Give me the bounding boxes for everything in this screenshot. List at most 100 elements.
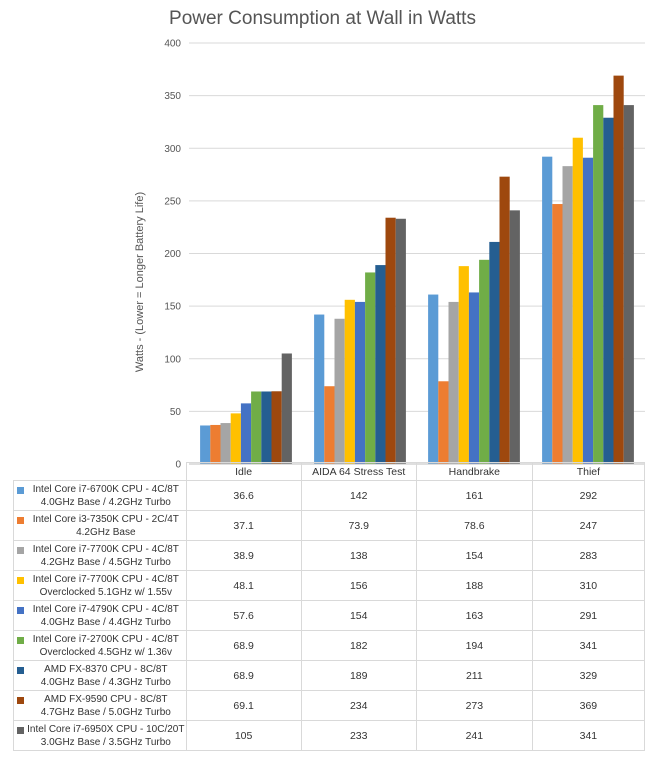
bar xyxy=(240,403,252,464)
table-row: AMD FX-9590 CPU - 8C/8T 4.7GHz Base / 5.0… xyxy=(13,690,645,721)
bar xyxy=(281,353,292,464)
y-tick-label: 200 xyxy=(164,249,181,260)
data-label: 310 xyxy=(531,570,645,601)
data-label: 211 xyxy=(415,660,533,691)
data-label: 78.6 xyxy=(415,510,533,541)
data-label: 241 xyxy=(415,720,533,751)
table-row: Intel Core i7-7700K CPU - 4C/8T Overclock… xyxy=(13,570,645,601)
data-label: 57.6 xyxy=(185,600,302,631)
bar xyxy=(261,391,272,464)
bar xyxy=(603,117,614,464)
y-tick-label: 100 xyxy=(164,354,181,365)
series-name: Intel Core i7-7700K CPU - 4C/8T 4.2GHz Ba… xyxy=(32,543,179,568)
bar-group xyxy=(428,176,520,465)
table-body: Intel Core i7-6700K CPU - 4C/8T 4.0GHz Ba… xyxy=(13,480,645,751)
series-name-cell: AMD FX-9590 CPU - 8C/8T 4.7GHz Base / 5.0… xyxy=(13,690,187,721)
data-label: 38.9 xyxy=(185,540,302,571)
data-label: 156 xyxy=(300,570,417,601)
bar xyxy=(334,318,345,464)
table-row: Intel Core i7-7700K CPU - 4C/8T 4.2GHz Ba… xyxy=(13,540,645,571)
series-name: Intel Core i7-2700K CPU - 4C/8T Overclock… xyxy=(32,633,179,658)
data-label: 291 xyxy=(531,600,645,631)
series-name: Intel Core i7-7700K CPU - 4C/8T Overclock… xyxy=(32,573,179,598)
data-table: Idle AIDA 64 Stress Test Handbrake Thief In… xyxy=(13,462,645,751)
data-label: 369 xyxy=(531,690,645,721)
y-tick-label: 250 xyxy=(164,196,181,207)
data-label: 138 xyxy=(300,540,417,571)
data-label: 273 xyxy=(415,690,533,721)
bar xyxy=(428,294,439,464)
data-label: 68.9 xyxy=(185,630,302,661)
bar xyxy=(572,137,583,464)
legend-swatch xyxy=(17,577,24,584)
series-name-cell: Intel Core i7-4790K CPU - 4C/8T 4.0GHz Ba… xyxy=(13,600,187,631)
bar xyxy=(210,424,221,464)
series-name: AMD FX-8370 CPU - 8C/8T 4.0GHz Base / 4.3… xyxy=(40,663,171,688)
bar xyxy=(582,157,594,464)
series-name-cell: Intel Core i7-7700K CPU - 4C/8T Overclock… xyxy=(13,570,187,601)
data-label: 341 xyxy=(531,630,645,661)
y-tick-label: 50 xyxy=(170,407,182,418)
bar xyxy=(314,314,325,464)
bar xyxy=(395,218,406,464)
legend-swatch xyxy=(17,547,24,554)
bar-group xyxy=(314,217,406,464)
data-label: 234 xyxy=(300,690,417,721)
y-tick-label: 350 xyxy=(164,91,181,102)
legend-swatch xyxy=(17,637,24,644)
bar xyxy=(468,292,480,464)
y-tick-label: 150 xyxy=(164,302,181,313)
data-label: 292 xyxy=(531,480,645,511)
bar xyxy=(365,272,376,464)
data-label: 37.1 xyxy=(185,510,302,541)
bar xyxy=(385,217,396,464)
series-name: Intel Core i7-6950X CPU - 10C/20T 3.0GHz … xyxy=(27,723,185,748)
data-label: 154 xyxy=(300,600,417,631)
category-label: Thief xyxy=(531,462,645,481)
series-name-cell: Intel Core i7-6950X CPU - 10C/20T 3.0GHz … xyxy=(13,720,187,751)
data-label: 142 xyxy=(300,480,417,511)
bar xyxy=(344,299,355,464)
bar-group xyxy=(200,353,292,464)
series-name-cell: Intel Core i3-7350K CPU - 2C/4T 4.2GHz Ba… xyxy=(13,510,187,541)
data-label: 36.6 xyxy=(185,480,302,511)
series-name: Intel Core i7-4790K CPU - 4C/8T 4.0GHz Ba… xyxy=(32,603,179,628)
category-label: Idle xyxy=(185,462,302,481)
bar xyxy=(200,425,211,464)
table-row: Intel Core i3-7350K CPU - 2C/4T 4.2GHz Ba… xyxy=(13,510,645,541)
bar xyxy=(593,105,604,464)
category-label: AIDA 64 Stress Test xyxy=(300,462,417,481)
data-label: 161 xyxy=(415,480,533,511)
bar xyxy=(479,259,490,464)
data-label: 182 xyxy=(300,630,417,661)
bar xyxy=(489,241,500,464)
table-row: Intel Core i7-4790K CPU - 4C/8T 4.0GHz Ba… xyxy=(13,600,645,631)
series-name-cell: Intel Core i7-6700K CPU - 4C/8T 4.0GHz Ba… xyxy=(13,480,187,511)
table-row: AMD FX-8370 CPU - 8C/8T 4.0GHz Base / 4.3… xyxy=(13,660,645,691)
y-tick-label: 400 xyxy=(164,39,181,50)
y-tick-label: 300 xyxy=(164,144,181,155)
legend-swatch xyxy=(17,487,24,494)
series-name-cell: Intel Core i7-7700K CPU - 4C/8T 4.2GHz Ba… xyxy=(13,540,187,571)
bar xyxy=(542,156,553,465)
data-label: 154 xyxy=(415,540,533,571)
bar xyxy=(562,166,573,464)
bar xyxy=(552,204,563,464)
bar xyxy=(251,391,262,464)
data-label: 189 xyxy=(300,660,417,691)
table-header-row: Idle AIDA 64 Stress Test Handbrake Thief xyxy=(13,462,645,481)
data-label: 233 xyxy=(300,720,417,751)
data-label: 188 xyxy=(415,570,533,601)
table-row: Intel Core i7-6950X CPU - 10C/20T 3.0GHz … xyxy=(13,720,645,751)
series-name-cell: Intel Core i7-2700K CPU - 4C/8T Overclock… xyxy=(13,630,187,661)
bar xyxy=(438,381,449,464)
legend-swatch xyxy=(17,607,24,614)
series-name-cell: AMD FX-8370 CPU - 8C/8T 4.0GHz Base / 4.3… xyxy=(13,660,187,691)
bar xyxy=(354,301,366,464)
legend-swatch xyxy=(17,667,24,674)
bar xyxy=(324,386,335,464)
bar xyxy=(509,210,520,464)
table-row: Intel Core i7-2700K CPU - 4C/8T Overclock… xyxy=(13,630,645,661)
